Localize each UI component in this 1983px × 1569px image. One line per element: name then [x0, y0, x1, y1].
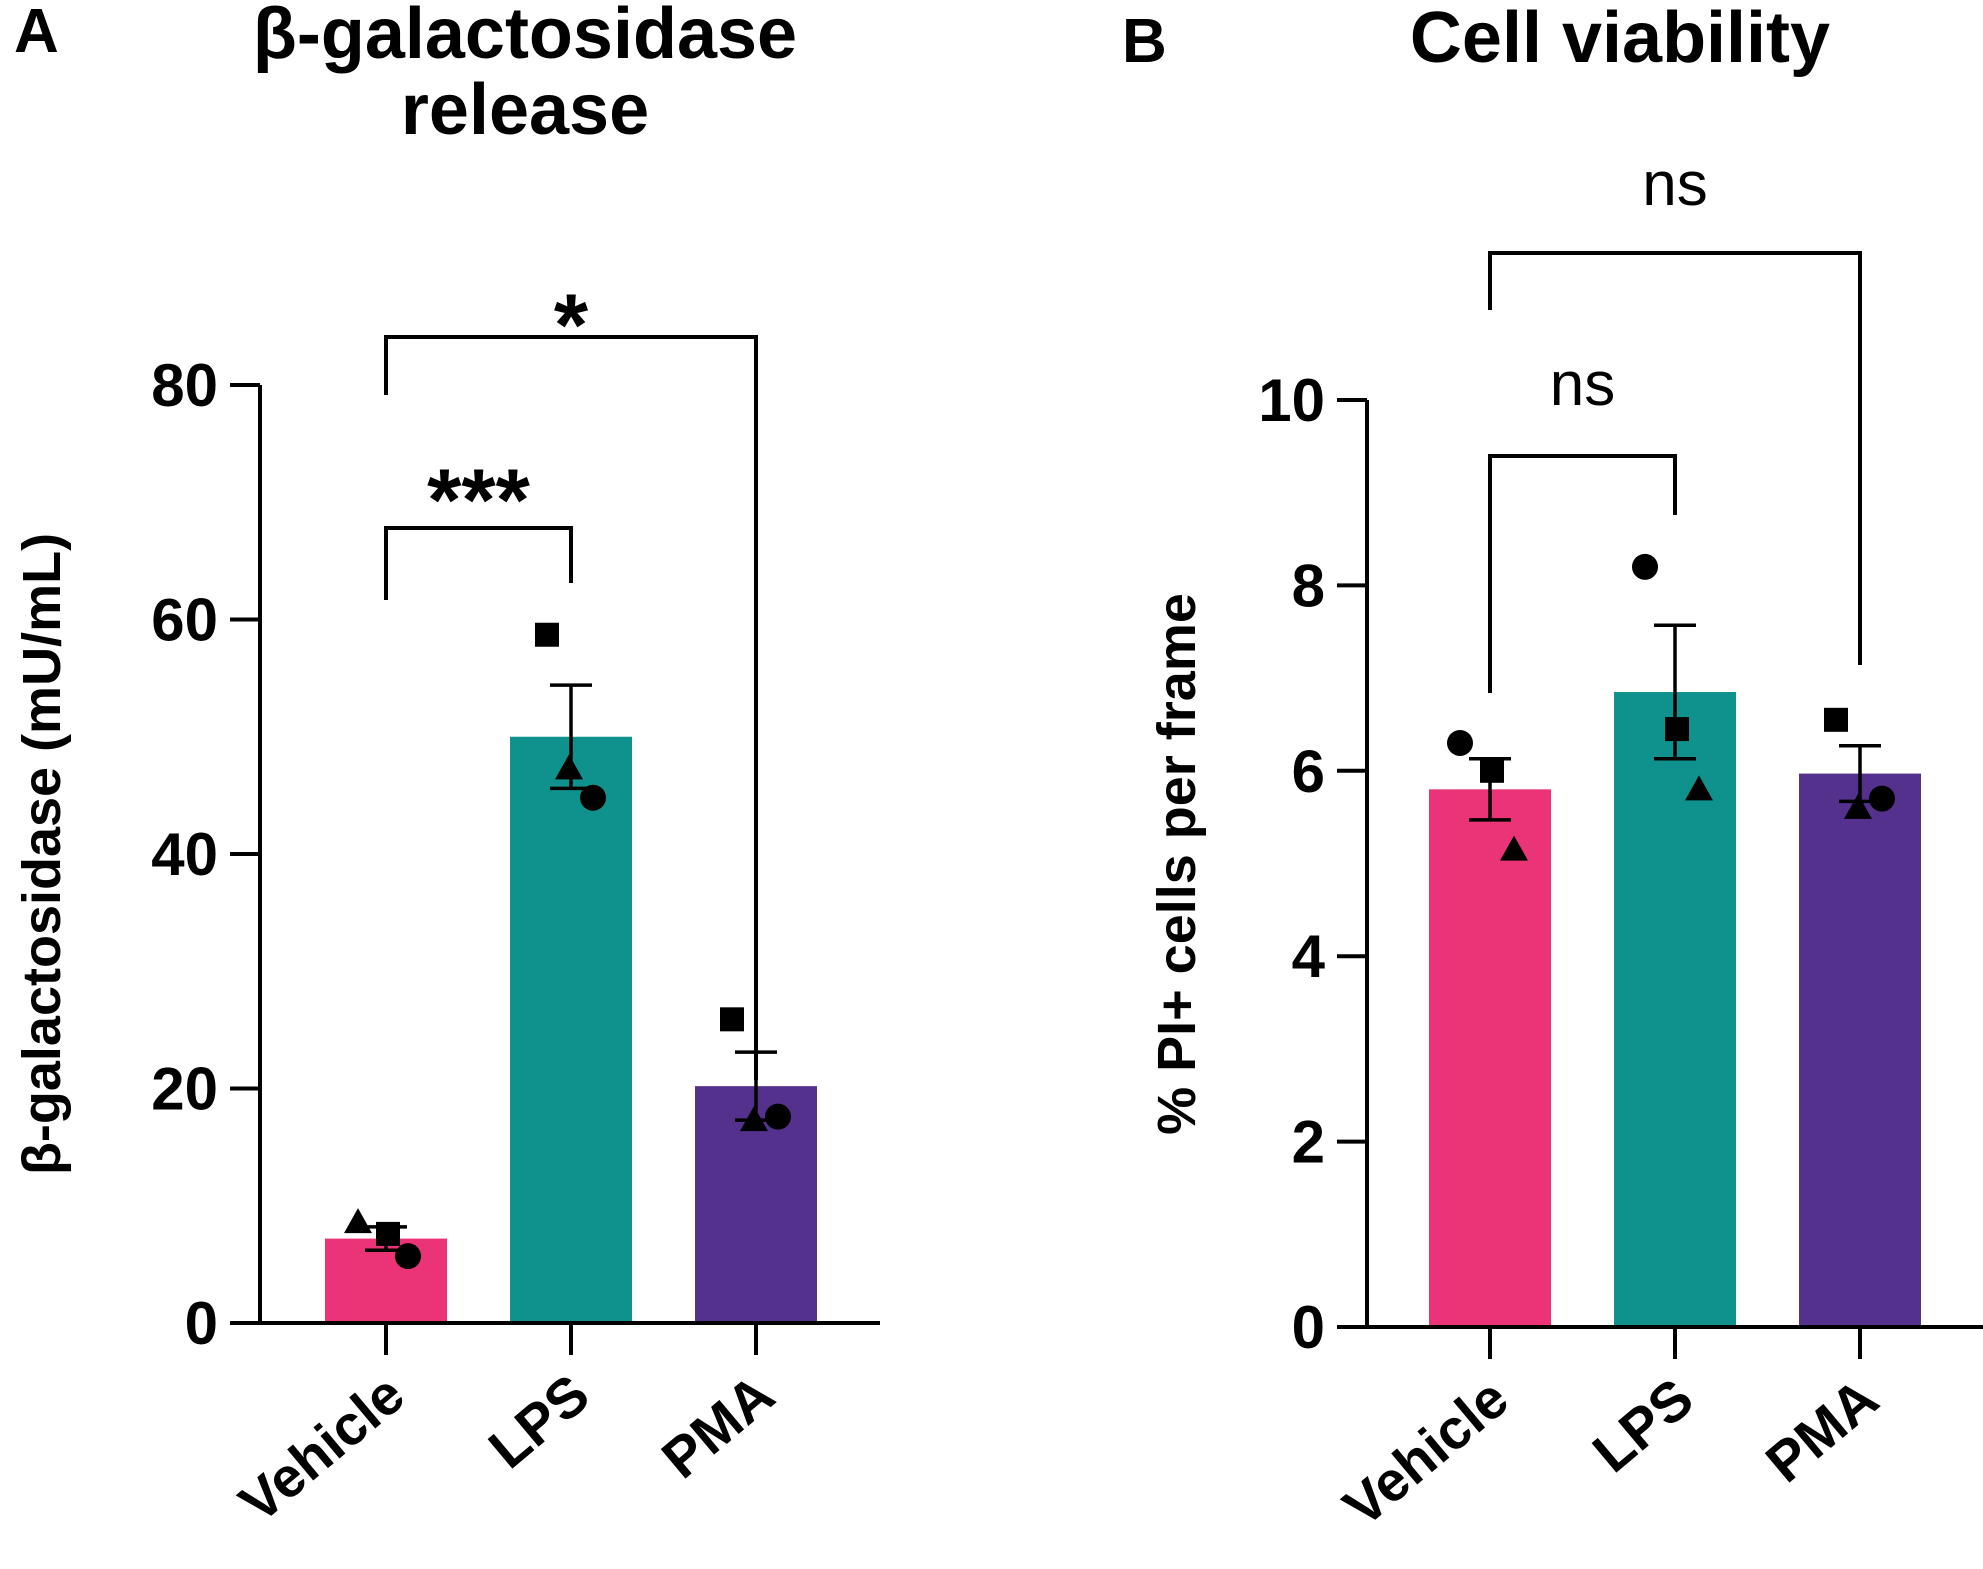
data-point-square [720, 1007, 744, 1032]
y-tick-label: 0 [1292, 1294, 1325, 1361]
data-point-square [376, 1221, 400, 1246]
bar-vehicle [325, 1238, 447, 1323]
y-tick-label: 8 [1292, 552, 1325, 619]
data-point-circle [395, 1243, 421, 1270]
significance-label: * [554, 275, 589, 374]
data-point-square [535, 622, 559, 647]
data-point-triangle [1844, 793, 1872, 819]
data-point-square [1480, 758, 1504, 783]
panel-letter-b: B [1122, 7, 1167, 76]
data-point-circle [1632, 553, 1658, 580]
y-tick-label: 80 [151, 352, 218, 419]
chart-title-line-2: release [401, 70, 649, 150]
data-point-triangle [344, 1208, 372, 1234]
y-tick-label: 4 [1292, 923, 1326, 990]
bar-lps [1614, 692, 1736, 1327]
bar-pma [1799, 773, 1921, 1327]
data-point-circle [1447, 729, 1473, 756]
significance-bracket [384, 335, 758, 1080]
y-tick-label: 20 [151, 1056, 218, 1123]
y-tick-label: 10 [1258, 367, 1325, 434]
significance-bracket [1488, 251, 1862, 665]
y-tick-label: 2 [1292, 1109, 1325, 1176]
data-point-triangle [740, 1106, 768, 1132]
significance-label: *** [427, 450, 530, 549]
data-point-triangle [555, 754, 583, 780]
data-point-triangle [1685, 775, 1713, 801]
significance-bracket [384, 526, 573, 600]
panel-letter-a: A [14, 0, 59, 66]
data-point-square [1665, 717, 1689, 742]
y-tick-label: 60 [151, 587, 218, 654]
y-axis-label: % PI+ cells per frame [1147, 593, 1207, 1135]
significance-label: ns [1642, 150, 1707, 219]
chart-title-line-1: Cell viability [1410, 0, 1830, 78]
y-tick-label: 0 [185, 1290, 218, 1357]
data-point-circle [1869, 785, 1895, 812]
significance-bracket [1488, 454, 1677, 693]
y-axis-label: β-galactosidase (mU/mL) [12, 533, 72, 1175]
data-point-square [1824, 707, 1848, 732]
bar-lps [510, 736, 632, 1323]
chart-title-line-1: β-galactosidase [253, 0, 797, 74]
data-point-circle [765, 1103, 791, 1130]
significance-label: ns [1550, 350, 1615, 419]
data-point-triangle [1500, 835, 1528, 861]
data-point-circle [580, 784, 606, 811]
y-tick-label: 40 [151, 821, 218, 888]
bar-vehicle [1429, 789, 1551, 1327]
y-tick-label: 6 [1292, 738, 1325, 805]
